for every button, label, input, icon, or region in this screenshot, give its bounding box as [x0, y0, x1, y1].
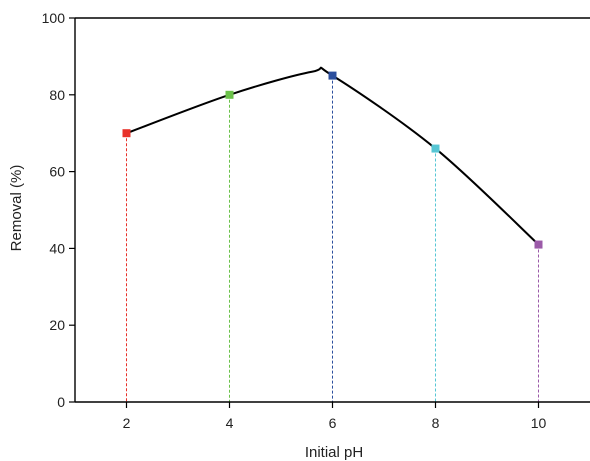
fitted-curve [126, 66, 540, 246]
y-tick-label: 0 [57, 394, 65, 410]
y-axis-label: Removal (%) [8, 165, 25, 252]
y-tick-label: 100 [42, 10, 66, 26]
drop-lines-group [126, 75, 539, 402]
x-tick-label: 6 [329, 415, 337, 431]
y-tick-label: 60 [49, 164, 65, 180]
data-point-marker [328, 71, 337, 80]
markers-group [122, 71, 543, 249]
data-point-marker [122, 129, 131, 138]
x-tick-label: 8 [432, 415, 440, 431]
curve-group [126, 66, 540, 246]
data-point-marker [534, 240, 543, 249]
y-tick-label: 40 [49, 240, 65, 256]
x-tick-label: 10 [531, 415, 547, 431]
x-axis-label: Initial pH [305, 444, 363, 461]
data-point-marker [431, 144, 440, 153]
y-tick-label: 80 [49, 87, 65, 103]
data-point-marker [225, 90, 234, 99]
x-ticks-group: 2 4 6 8 10 [123, 402, 547, 431]
x-tick-label: 4 [226, 415, 234, 431]
y-ticks-group: 0 20 40 60 80 100 [42, 10, 75, 410]
y-tick-label: 20 [49, 317, 65, 333]
x-tick-label: 2 [123, 415, 131, 431]
